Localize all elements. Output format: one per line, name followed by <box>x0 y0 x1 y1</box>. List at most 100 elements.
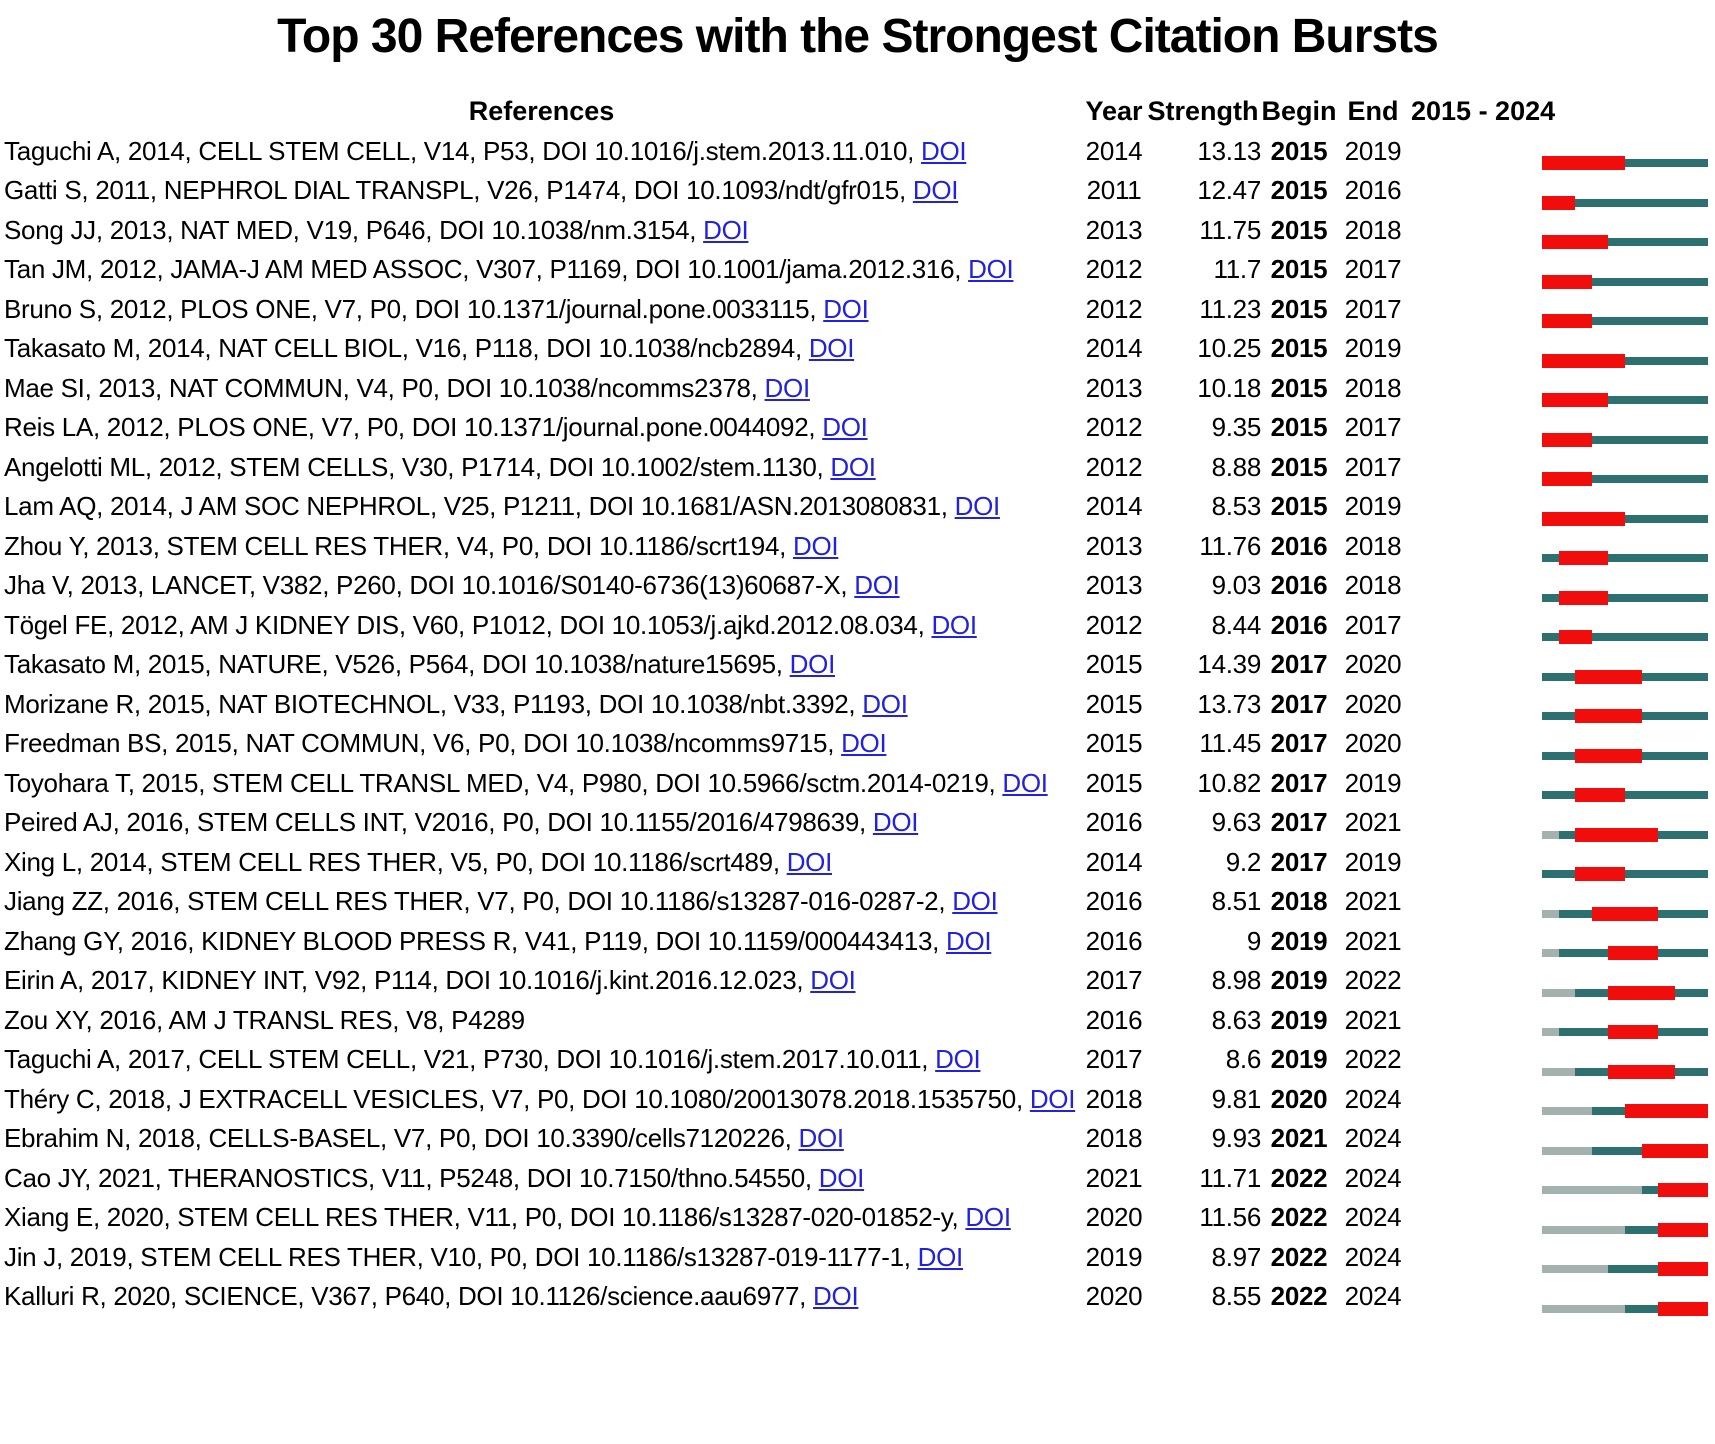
bar-segment-post-burst <box>1591 633 1708 642</box>
strength-value: 11.71 <box>1199 1162 1261 1193</box>
year-value: 2012 <box>1085 609 1143 640</box>
strength-value: 9 <box>1246 925 1261 956</box>
doi-link[interactable]: DOI <box>854 570 900 601</box>
year-value: 2015 <box>1085 728 1143 759</box>
begin-value: 2020 <box>1270 1083 1328 1114</box>
doi-link[interactable]: DOI <box>813 1281 859 1312</box>
burst-timeline-bar <box>1409 1222 1715 1237</box>
table-row: Xing L, 2014, STEM CELL RES THER, V5, P0… <box>0 843 1715 883</box>
end-value: 2024 <box>1344 1162 1402 1193</box>
doi-link[interactable]: DOI <box>952 886 998 917</box>
doi-link[interactable]: DOI <box>822 412 868 443</box>
doi-link[interactable]: DOI <box>968 254 1014 285</box>
doi-link[interactable]: DOI <box>810 965 856 996</box>
table-row: Tögel FE, 2012, AM J KIDNEY DIS, V60, P1… <box>0 606 1715 646</box>
bar-segment-burst <box>1608 985 1675 1000</box>
bar-segment-pre-burst <box>1641 1186 1659 1195</box>
reference-text: Toyohara T, 2015, STEM CELL TRANSL MED, … <box>4 767 1048 798</box>
doi-link[interactable]: DOI <box>935 1044 981 1075</box>
year-value: 2016 <box>1085 1004 1143 1035</box>
burst-timeline-bar <box>1409 1143 1715 1158</box>
bar-segment-burst <box>1575 748 1642 763</box>
bar-segment-pre-burst <box>1558 949 1609 958</box>
reference-text: Jha V, 2013, LANCET, V382, P260, DOI 10.… <box>4 570 900 601</box>
end-value: 2017 <box>1344 254 1402 285</box>
end-value: 2024 <box>1344 1281 1402 1312</box>
year-value: 2020 <box>1085 1202 1143 1233</box>
reference-text: Taguchi A, 2017, CELL STEM CELL, V21, P7… <box>4 1044 981 1075</box>
doi-link[interactable]: DOI <box>917 1241 964 1272</box>
begin-value: 2015 <box>1270 372 1328 403</box>
bar-segment-burst <box>1658 1222 1708 1237</box>
bar-segment-pre-burst <box>1542 712 1576 721</box>
table-row: Taguchi A, 2014, CELL STEM CELL, V14, P5… <box>0 132 1715 172</box>
bar-segment-burst <box>1558 630 1592 645</box>
doi-link[interactable]: DOI <box>965 1202 1011 1233</box>
doi-link[interactable]: DOI <box>703 214 749 245</box>
doi-link[interactable]: DOI <box>945 925 992 956</box>
doi-link[interactable]: DOI <box>792 530 839 561</box>
doi-link[interactable]: DOI <box>920 135 967 166</box>
reference-text: Xing L, 2014, STEM CELL RES THER, V5, P0… <box>4 846 833 877</box>
doi-link[interactable]: DOI <box>841 728 887 759</box>
doi-link[interactable]: DOI <box>798 1123 845 1154</box>
strength-value: 9.03 <box>1211 570 1262 601</box>
doi-link[interactable]: DOI <box>931 609 977 640</box>
doi-link[interactable]: DOI <box>862 688 908 719</box>
begin-value: 2015 <box>1270 491 1328 522</box>
burst-timeline-bar <box>1409 946 1715 961</box>
burst-timeline-bar <box>1409 353 1715 368</box>
bar-segment-post-burst <box>1674 1067 1708 1076</box>
doi-link[interactable]: DOI <box>808 333 855 364</box>
table-row: Jiang ZZ, 2016, STEM CELL RES THER, V7, … <box>0 882 1715 922</box>
begin-value: 2019 <box>1270 1044 1328 1075</box>
bar-segment-post-burst <box>1575 198 1708 207</box>
begin-value: 2017 <box>1270 649 1328 680</box>
year-value: 2015 <box>1085 688 1143 719</box>
doi-link[interactable]: DOI <box>954 491 1001 522</box>
table-row: Reis LA, 2012, PLOS ONE, V7, P0, DOI 10.… <box>0 408 1715 448</box>
end-value: 2019 <box>1344 767 1402 798</box>
doi-link[interactable]: DOI <box>823 293 869 324</box>
reference-text: Eirin A, 2017, KIDNEY INT, V92, P114, DO… <box>4 965 856 996</box>
bar-segment-before-publication <box>1542 1186 1642 1195</box>
reference-text: Bruno S, 2012, PLOS ONE, V7, P0, DOI 10.… <box>4 293 869 324</box>
doi-link[interactable]: DOI <box>1002 767 1048 798</box>
bar-segment-post-burst <box>1625 514 1708 523</box>
burst-timeline-bar <box>1409 748 1715 763</box>
bar-segment-burst <box>1608 946 1659 961</box>
bar-segment-pre-burst <box>1558 909 1592 918</box>
year-value: 2014 <box>1085 846 1143 877</box>
end-value: 2021 <box>1344 886 1402 917</box>
burst-timeline-bar <box>1409 432 1715 447</box>
begin-value: 2022 <box>1270 1281 1328 1312</box>
doi-link[interactable]: DOI <box>912 175 959 206</box>
bar-segment-burst <box>1624 1104 1708 1119</box>
table-row: Song JJ, 2013, NAT MED, V19, P646, DOI 1… <box>0 211 1715 251</box>
reference-text: Zhang GY, 2016, KIDNEY BLOOD PRESS R, V4… <box>4 925 992 956</box>
end-value: 2016 <box>1344 175 1402 206</box>
bar-segment-burst <box>1542 195 1576 210</box>
burst-timeline-bar <box>1409 314 1715 329</box>
reference-text: Gatti S, 2011, NEPHROL DIAL TRANSPL, V26… <box>4 175 959 206</box>
table-row: Bruno S, 2012, PLOS ONE, V7, P0, DOI 10.… <box>0 290 1715 330</box>
doi-link[interactable]: DOI <box>764 372 811 403</box>
doi-link[interactable]: DOI <box>872 807 919 838</box>
begin-value: 2017 <box>1270 846 1328 877</box>
begin-value: 2019 <box>1270 965 1328 996</box>
strength-value: 8.63 <box>1211 1004 1262 1035</box>
burst-timeline-bar <box>1409 1301 1715 1316</box>
end-value: 2018 <box>1344 214 1402 245</box>
doi-link[interactable]: DOI <box>789 649 836 680</box>
begin-value: 2015 <box>1270 451 1328 482</box>
doi-link[interactable]: DOI <box>786 846 833 877</box>
reference-text: Song JJ, 2013, NAT MED, V19, P646, DOI 1… <box>4 214 749 245</box>
strength-value: 13.13 <box>1197 135 1261 166</box>
table-row: Gatti S, 2011, NEPHROL DIAL TRANSPL, V26… <box>0 171 1715 211</box>
doi-link[interactable]: DOI <box>1029 1083 1076 1114</box>
doi-link[interactable]: DOI <box>818 1162 865 1193</box>
column-header-references: References <box>468 96 615 127</box>
doi-link[interactable]: DOI <box>830 451 876 482</box>
reference-text: Morizane R, 2015, NAT BIOTECHNOL, V33, P… <box>4 688 908 719</box>
bar-segment-pre-burst <box>1625 1304 1659 1313</box>
